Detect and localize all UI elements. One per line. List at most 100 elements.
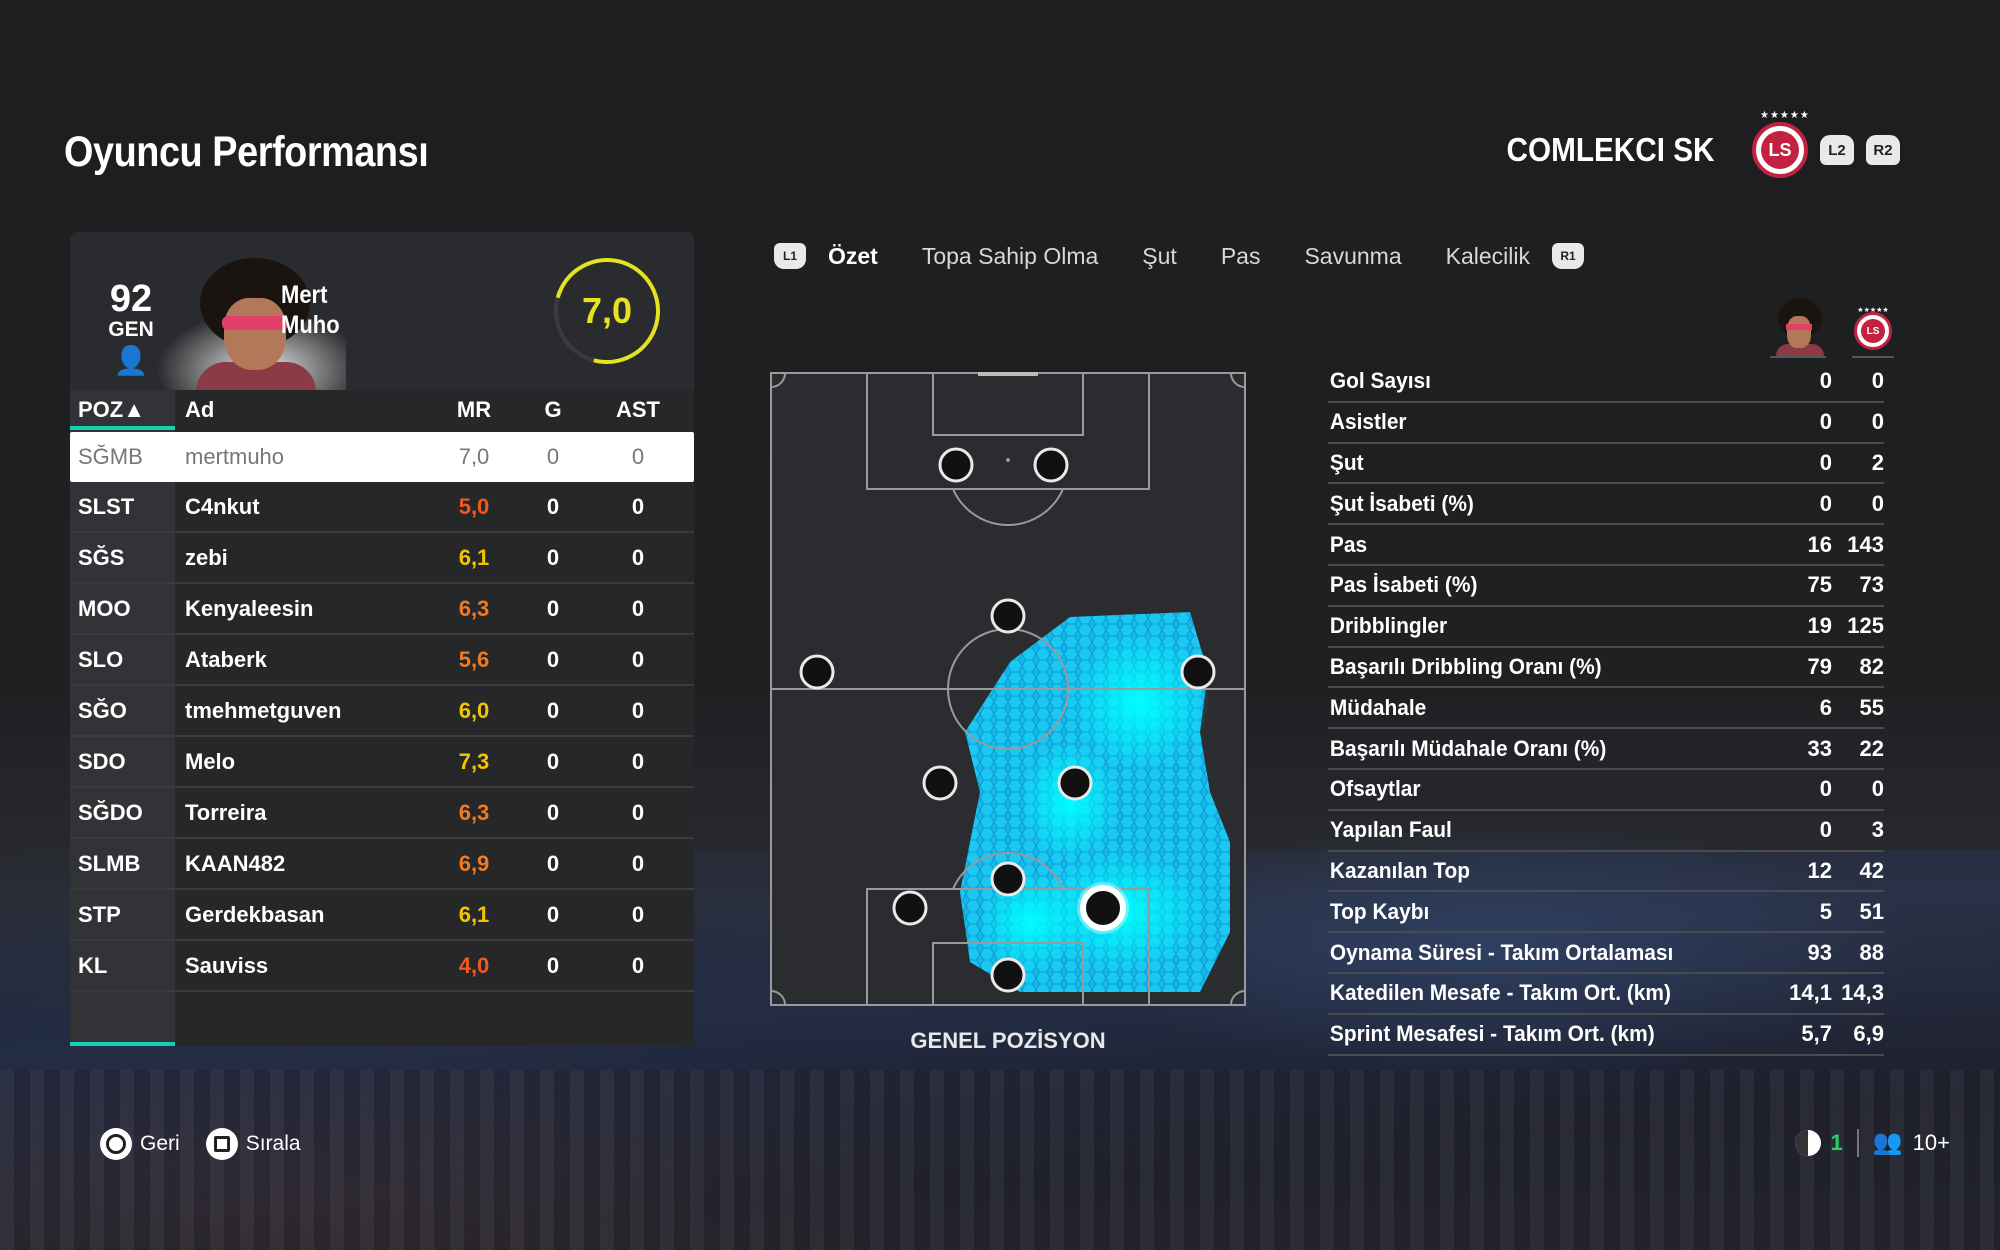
club-mini-crest-icon: ★★★★★ LS bbox=[1852, 298, 1894, 358]
table-row[interactable]: SLO Ataberk 5,6 0 0 bbox=[70, 636, 694, 686]
row-g: 0 bbox=[546, 647, 560, 672]
row-ast: 0 bbox=[631, 698, 645, 723]
stat-row: Top Kaybı 5 51 bbox=[1328, 892, 1884, 934]
stat-row: Dribblingler 19 125 bbox=[1328, 607, 1884, 648]
row-ast: 0 bbox=[631, 953, 645, 978]
stat-row: Asistler 0 0 bbox=[1328, 403, 1884, 444]
r1-button[interactable]: R1 bbox=[1552, 243, 1584, 269]
tab-sut[interactable]: Şut bbox=[1142, 242, 1177, 269]
position-marker bbox=[892, 890, 928, 926]
table-row[interactable]: SDO Melo 7,3 0 0 bbox=[70, 738, 694, 788]
row-mr: 7,0 bbox=[458, 444, 490, 469]
row-name: C4nkut bbox=[185, 494, 260, 519]
table-row[interactable]: SĞO tmehmetguven 6,0 0 0 bbox=[70, 687, 694, 737]
header-ast[interactable]: AST bbox=[616, 397, 660, 422]
row-pos: SĞDO bbox=[78, 800, 143, 825]
position-marker bbox=[990, 861, 1026, 897]
position-marker bbox=[922, 765, 958, 801]
position-marker bbox=[1057, 765, 1093, 801]
row-pos: STP bbox=[78, 902, 121, 927]
row-g: 0 bbox=[546, 749, 560, 774]
overall-value: 92 bbox=[109, 278, 153, 320]
player-overall: 92 GEN 👤 bbox=[96, 280, 166, 377]
row-mr: 6,3 bbox=[458, 800, 490, 825]
stat-row: Katedilen Mesafe - Takım Ort. (km) 14,1 14… bbox=[1328, 974, 1884, 1015]
tab-kalecilik[interactable]: Kalecilik bbox=[1445, 242, 1530, 269]
player-mini-portrait bbox=[1770, 298, 1826, 358]
row-ast: 0 bbox=[631, 444, 645, 469]
table-row[interactable]: SĞS zebi 6,1 0 0 bbox=[70, 534, 694, 584]
row-pos: SLST bbox=[78, 494, 135, 519]
l1-button[interactable]: L1 bbox=[774, 243, 806, 269]
position-markers bbox=[799, 447, 1216, 993]
row-name: zebi bbox=[185, 545, 228, 570]
tab-topa-sahip-olma[interactable]: Topa Sahip Olma bbox=[921, 242, 1099, 269]
row-name: tmehmetguven bbox=[185, 698, 342, 723]
pitch-heatmap bbox=[770, 372, 1246, 1006]
stat-row: Ofsaytlar 0 0 bbox=[1328, 770, 1884, 811]
row-pos: SLO bbox=[78, 647, 124, 672]
players-table: POZ▲ Ad MR G AST SĞMB mertmuho 7,0 0 0 S… bbox=[70, 390, 694, 1046]
sort-label[interactable]: Sırala bbox=[245, 1132, 301, 1155]
row-name: mertmuho bbox=[185, 444, 285, 469]
row-pos: KL bbox=[78, 953, 108, 978]
header-name[interactable]: Ad bbox=[185, 397, 215, 422]
square-button-icon[interactable] bbox=[205, 1128, 238, 1160]
row-pos: SĞS bbox=[78, 545, 125, 570]
row-g: 0 bbox=[546, 851, 560, 876]
network-icon bbox=[1794, 1129, 1821, 1156]
row-ast: 0 bbox=[631, 596, 645, 621]
row-pos: SĞO bbox=[78, 698, 127, 723]
table-row[interactable]: SLST C4nkut 5,0 0 0 bbox=[70, 483, 694, 533]
row-name: Gerdekbasan bbox=[185, 902, 325, 927]
row-mr: 6,3 bbox=[458, 596, 490, 621]
table-row[interactable]: MOO Kenyaleesin 6,3 0 0 bbox=[70, 585, 694, 635]
stats-list: Gol Sayısı 0 0 Asistler 0 0 Şut 0 2 Şut İsabet… bbox=[1328, 362, 1884, 1056]
match-rating-value: 7,0 bbox=[581, 290, 633, 332]
stat-row: Şut 0 2 bbox=[1328, 444, 1884, 485]
row-mr: 6,0 bbox=[458, 698, 490, 723]
row-name: Ataberk bbox=[185, 647, 267, 672]
page-title: Oyuncu Performansı bbox=[64, 128, 429, 176]
row-name: Torreira bbox=[185, 800, 267, 825]
stat-row: Pas 16 143 bbox=[1328, 525, 1884, 566]
back-label[interactable]: Geri bbox=[140, 1132, 180, 1155]
r2-button[interactable]: R2 bbox=[1866, 135, 1900, 165]
footer-controls: Geri Sırala bbox=[100, 1128, 301, 1160]
row-pos: SĞMB bbox=[78, 444, 143, 469]
header-pos[interactable]: POZ▲ bbox=[78, 397, 145, 422]
table-row[interactable]: SĞMB mertmuho 7,0 0 0 bbox=[70, 432, 694, 482]
stat-row: Müdahale 6 55 bbox=[1328, 688, 1884, 730]
stats-column-icons: ★★★★★ LS bbox=[1770, 298, 1894, 358]
stat-row: Gol Sayısı 0 0 bbox=[1328, 362, 1884, 403]
position-marker bbox=[1180, 654, 1216, 690]
stats-tabs: L1 Özet Topa Sahip Olma Şut Pas Savunma … bbox=[774, 238, 1584, 274]
row-pos: SDO bbox=[78, 749, 126, 774]
l2-button[interactable]: L2 bbox=[1820, 135, 1854, 165]
position-marker bbox=[990, 957, 1026, 993]
row-g: 0 bbox=[546, 698, 560, 723]
row-mr: 5,0 bbox=[458, 494, 490, 519]
row-ast: 0 bbox=[631, 902, 645, 927]
table-row[interactable]: SLMB KAAN482 6,9 0 0 bbox=[70, 840, 694, 890]
stat-row: Başarılı Müdahale Oranı (%) 33 22 bbox=[1328, 729, 1884, 770]
row-mr: 7,3 bbox=[458, 749, 490, 774]
people-icon: 👥 bbox=[1872, 1129, 1903, 1156]
row-mr: 6,9 bbox=[458, 851, 490, 876]
table-row[interactable]: STP Gerdekbasan 6,1 0 0 bbox=[70, 891, 694, 941]
circle-button-icon[interactable] bbox=[100, 1128, 132, 1160]
tab-savunma[interactable]: Savunma bbox=[1304, 242, 1402, 269]
table-row[interactable]: SĞDO Torreira 6,3 0 0 bbox=[70, 789, 694, 839]
footer-status: 1 👥 10+ bbox=[1794, 1128, 1950, 1157]
row-mr: 4,0 bbox=[458, 953, 490, 978]
table-row[interactable]: KL Sauviss 4,0 0 0 bbox=[70, 942, 694, 992]
tab-ozet[interactable]: Özet bbox=[828, 242, 878, 269]
header-mr[interactable]: MR bbox=[456, 397, 492, 422]
tab-pas[interactable]: Pas bbox=[1220, 242, 1261, 269]
penalty-spot bbox=[1006, 458, 1010, 462]
player-first-name: Mert bbox=[281, 281, 328, 309]
heatmap-area bbox=[960, 612, 1230, 992]
club-name: COMLEKCI SK bbox=[1506, 131, 1715, 168]
stat-row: Oynama Süresi - Takım Ortalaması 93 88 bbox=[1328, 933, 1884, 974]
header-g[interactable]: G bbox=[544, 397, 562, 422]
